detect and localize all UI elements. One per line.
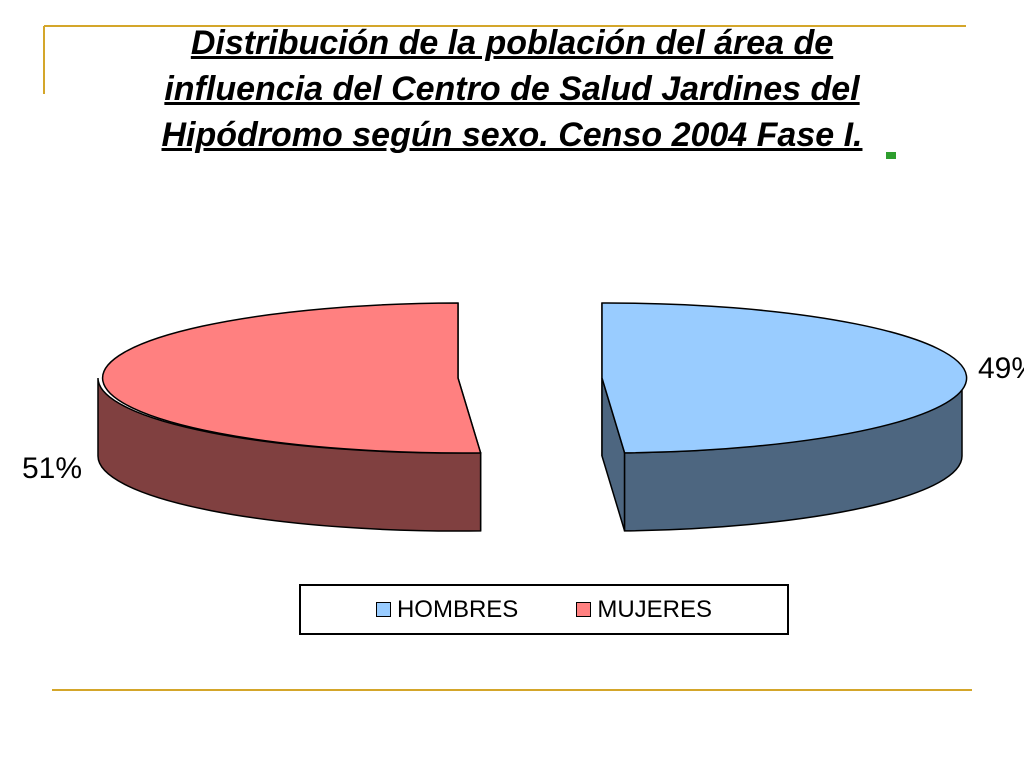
legend-swatch-hombres — [375, 602, 391, 617]
data-label-hombres: 49% — [978, 352, 1024, 385]
title-line-3: Hipódromo según sexo. Censo 2004 Fase I. — [161, 116, 863, 154]
pie-slice-mujeres — [97, 302, 482, 532]
chart-legend: HOMBRES MUJERES — [299, 584, 789, 635]
legend-item-hombres: HOMBRES — [375, 595, 519, 624]
legend-item-mujeres: MUJERES — [576, 596, 712, 624]
pie-top-mujeres — [101, 302, 482, 454]
legend-swatch-mujeres — [576, 602, 592, 617]
pie-slice-hombres — [601, 302, 968, 532]
data-label-mujeres: 51% — [22, 452, 82, 485]
title-line-2: influencia del Centro de Salud Jardines … — [164, 70, 860, 108]
legend-label-mujeres: MUJERES — [597, 595, 713, 623]
title-line-1: Distribución de la población del área de — [190, 24, 834, 62]
pie-top-hombres — [601, 302, 968, 454]
slide-title: Distribución de la población del área de… — [60, 20, 964, 158]
title-marker — [886, 152, 896, 159]
legend-label-hombres: HOMBRES — [396, 595, 519, 623]
